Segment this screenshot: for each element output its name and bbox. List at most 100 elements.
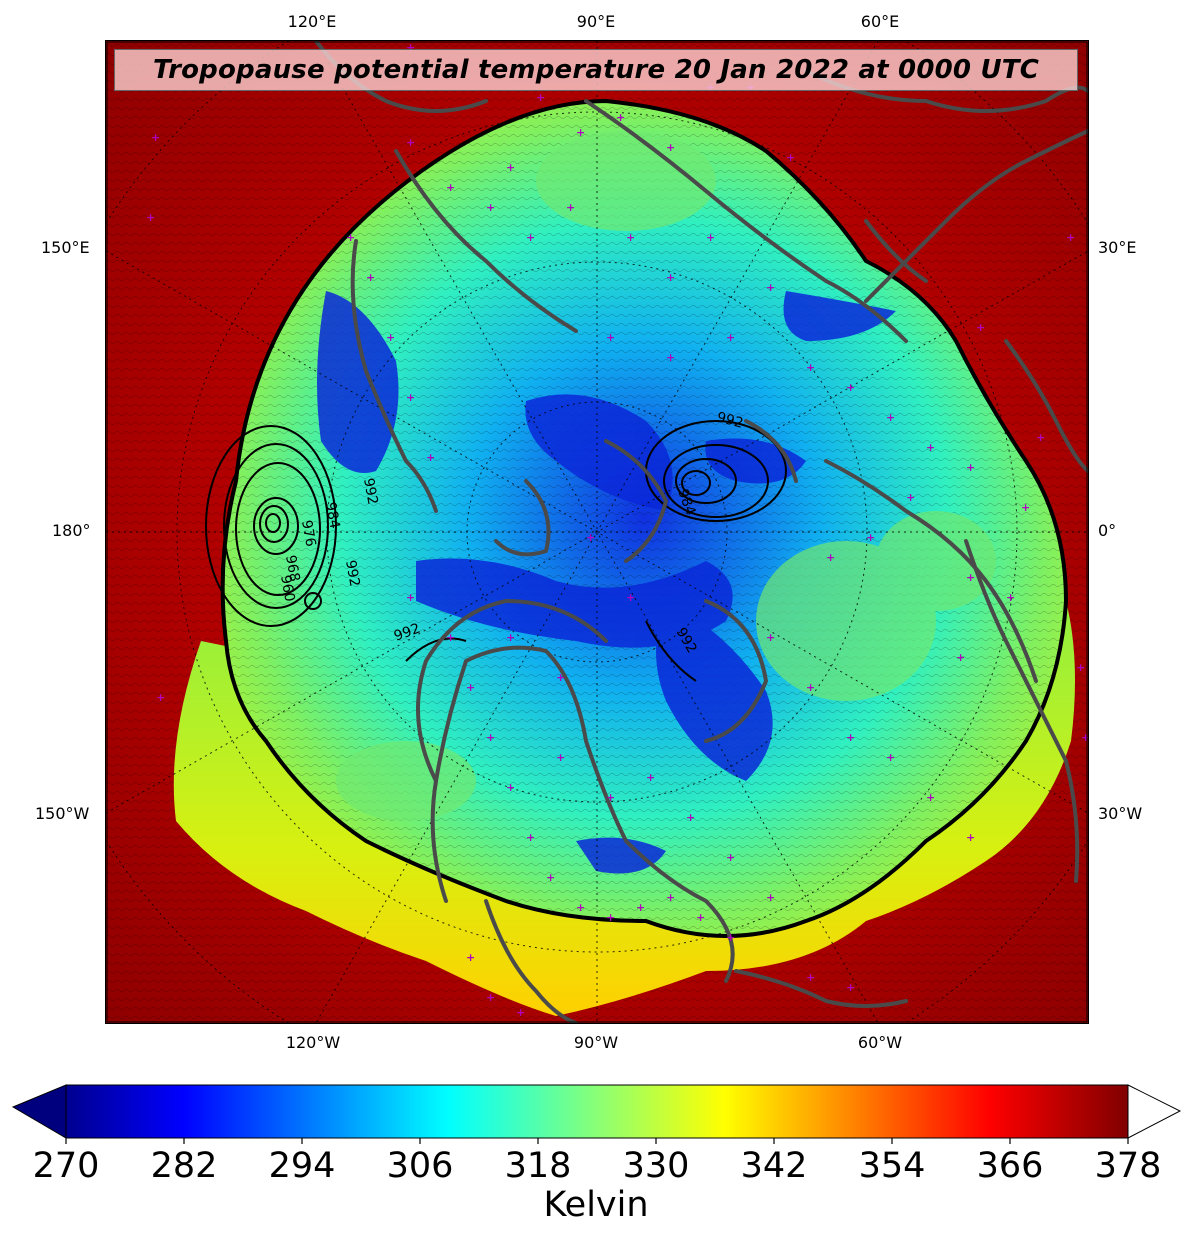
svg-text:+: + (606, 791, 615, 804)
svg-text:+: + (696, 911, 705, 924)
svg-text:+: + (606, 331, 615, 344)
svg-text:+: + (506, 781, 515, 794)
contour-label: 992 (715, 409, 745, 431)
svg-text:+: + (406, 41, 415, 54)
svg-text:+: + (526, 231, 535, 244)
svg-text:+: + (346, 231, 355, 244)
svg-text:+: + (1066, 231, 1075, 244)
svg-text:+: + (1076, 661, 1085, 674)
svg-text:+: + (686, 811, 695, 824)
svg-text:+: + (446, 181, 455, 194)
colorbar-high-extension (1127, 1084, 1182, 1139)
colorbar-tick-label: 354 (858, 1146, 926, 1186)
colorbar-tick-label: 330 (622, 1146, 690, 1186)
svg-text:+: + (1036, 431, 1045, 444)
svg-text:+: + (666, 271, 675, 284)
svg-text:+: + (846, 381, 855, 394)
svg-text:+: + (806, 971, 815, 984)
svg-text:+: + (926, 441, 935, 454)
svg-text:+: + (726, 851, 735, 864)
svg-text:+: + (766, 631, 775, 644)
colorbar-tick-label: 282 (150, 1146, 218, 1186)
contour-label: 976 (298, 519, 318, 548)
svg-text:+: + (806, 681, 815, 694)
svg-text:+: + (486, 991, 495, 1004)
colorbar-tick-label: 342 (740, 1146, 808, 1186)
svg-text:+: + (846, 981, 855, 994)
contour-label: 984 (322, 501, 342, 530)
contour-label: 968 (282, 554, 302, 583)
station-markers: ++++ ++++ ++++ ++++ ++++ ++++ ++++ ++++ … (146, 41, 1088, 1019)
top-lon-label: 90°E (576, 12, 616, 31)
svg-text:+: + (966, 461, 975, 474)
map-panel: 992 984 976 968 960 992 984 992 992 992 (105, 40, 1089, 1024)
svg-text:+: + (151, 131, 160, 144)
svg-text:+: + (546, 871, 555, 884)
colorbar-low-extension (11, 1084, 67, 1139)
svg-text:+: + (506, 161, 515, 174)
svg-text:+: + (536, 91, 545, 104)
svg-text:+: + (446, 631, 455, 644)
left-lat-label: 180° (52, 521, 91, 540)
right-lat-label: 30°E (1098, 238, 1137, 257)
colorbar-tick-label: 294 (268, 1146, 336, 1186)
svg-text:+: + (386, 331, 395, 344)
left-lat-label: 150°W (35, 804, 90, 823)
colorbar (11, 1084, 1182, 1144)
svg-text:+: + (626, 591, 635, 604)
svg-text:+: + (636, 901, 645, 914)
contour-label: 960 (277, 574, 297, 603)
svg-text:+: + (366, 271, 375, 284)
svg-text:+: + (576, 901, 585, 914)
svg-text:+: + (726, 331, 735, 344)
svg-text:+: + (146, 211, 155, 224)
colorbar-ramp (65, 1084, 1129, 1139)
svg-text:+: + (576, 126, 585, 139)
svg-text:+: + (586, 531, 595, 544)
svg-text:+: + (966, 831, 975, 844)
colorbar-tick-label: 318 (504, 1146, 572, 1186)
svg-text:+: + (886, 751, 895, 764)
top-lon-label: 120°E (287, 12, 337, 31)
svg-text:+: + (706, 231, 715, 244)
svg-text:+: + (1081, 731, 1088, 744)
bottom-lon-label: 90°W (573, 1033, 619, 1052)
svg-text:+: + (556, 671, 565, 684)
cold-tropopause-lobes (317, 291, 896, 874)
svg-text:+: + (486, 201, 495, 214)
svg-text:+: + (766, 281, 775, 294)
right-lat-label: 0° (1098, 521, 1117, 540)
svg-text:+: + (606, 911, 615, 924)
colorbar-tick-label: 378 (1094, 1146, 1162, 1186)
svg-text:+: + (866, 531, 875, 544)
svg-text:+: + (886, 411, 895, 424)
svg-text:+: + (966, 571, 975, 584)
svg-text:+: + (846, 731, 855, 744)
left-lat-label: 150°E (41, 238, 90, 257)
svg-text:+: + (666, 351, 675, 364)
svg-text:+: + (666, 141, 675, 154)
svg-text:+: + (726, 931, 735, 944)
svg-text:+: + (566, 201, 575, 214)
contour-label: 992 (360, 477, 380, 506)
svg-text:+: + (466, 681, 475, 694)
svg-text:+: + (506, 631, 515, 644)
svg-text:+: + (926, 791, 935, 804)
svg-text:+: + (626, 231, 635, 244)
svg-text:+: + (1021, 501, 1030, 514)
green-warm-swirls (336, 131, 996, 821)
svg-text:+: + (1006, 591, 1015, 604)
svg-text:+: + (646, 771, 655, 784)
svg-text:+: + (616, 111, 625, 124)
svg-text:+: + (556, 751, 565, 764)
svg-text:+: + (426, 451, 435, 464)
top-lon-label: 60°E (860, 12, 900, 31)
svg-text:+: + (486, 731, 495, 744)
colorbar-tick-label: 270 (32, 1146, 100, 1186)
svg-text:+: + (516, 1006, 525, 1019)
svg-text:+: + (786, 151, 795, 164)
contour-label: 992 (342, 559, 362, 588)
colorbar-unit-label: Kelvin (543, 1185, 649, 1225)
graticule (106, 41, 1088, 1023)
colorbar-tick-label: 306 (386, 1146, 454, 1186)
